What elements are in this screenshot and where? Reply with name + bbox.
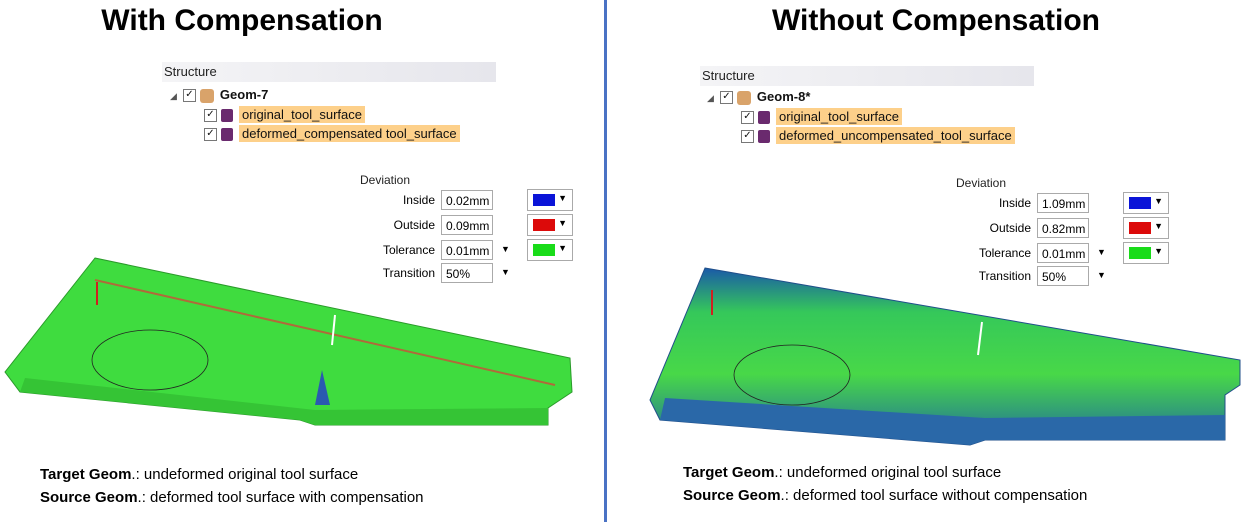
dropdown-arrow: ▼ (501, 244, 510, 254)
row-value: 0.02mm (441, 190, 493, 210)
row-label: Outside (989, 221, 1031, 235)
tree-item: ✓ original_tool_surface (204, 106, 365, 123)
item-label: deformed_compensated tool_surface (239, 125, 460, 142)
color-swatch[interactable]: ▼ (527, 214, 573, 236)
row-value: 0.82mm (1037, 218, 1089, 238)
swatch-arrow: ▼ (1154, 221, 1163, 231)
item-icon (221, 128, 233, 142)
item-icon (758, 111, 770, 125)
geom-icon (736, 90, 751, 105)
structure-header: Structure (700, 66, 1034, 86)
tree-item: ✓ deformed_uncompensated_tool_surface (741, 127, 1015, 144)
row-label: Transition (978, 269, 1031, 283)
row-value: 1.09mm (1037, 193, 1089, 213)
dropdown-arrow: ▼ (1097, 247, 1106, 257)
row-label: Transition (382, 266, 435, 280)
row-value: 0.01mm (441, 240, 493, 260)
caption-text: .: undeformed original tool surface (774, 464, 1002, 481)
caption-text: .: deformed tool surface without compens… (780, 487, 1088, 504)
root-label: Geom-7 (219, 87, 269, 102)
structure-header: Structure (162, 62, 496, 82)
caption-text: .: deformed tool surface with compensati… (137, 489, 424, 506)
color-swatch[interactable]: ▼ (1123, 242, 1169, 264)
checkbox: ✓ (741, 111, 754, 125)
swatch-arrow: ▼ (558, 218, 567, 228)
deviation-label: Deviation (360, 173, 411, 187)
swatch-arrow: ▼ (1154, 196, 1163, 206)
checkbox: ✓ (182, 89, 196, 103)
row-label: Tolerance (978, 246, 1031, 260)
dropdown-arrow: ▼ (1097, 270, 1106, 280)
caption-term: Source Geom (40, 489, 138, 506)
caption-term: Target Geom (40, 466, 132, 483)
item-label: original_tool_surface (239, 106, 365, 123)
color-swatch[interactable]: ▼ (1123, 192, 1169, 214)
caption-term: Target Geom (683, 464, 775, 481)
swatch-color (533, 219, 555, 231)
render-with (4, 257, 573, 426)
divider (604, 0, 607, 522)
checkbox: ✓ (741, 130, 754, 144)
root-label: Geom-8* (756, 89, 811, 104)
row-label: Inside (998, 196, 1031, 210)
expander: ◢ (707, 93, 714, 103)
color-swatch[interactable]: ▼ (527, 239, 573, 261)
swatch-color (1129, 222, 1151, 234)
item-label: deformed_uncompensated_tool_surface (776, 127, 1015, 144)
item-icon (758, 130, 770, 144)
swatch-arrow: ▼ (1154, 246, 1163, 256)
deviation-label: Deviation (956, 176, 1007, 190)
row-label: Tolerance (382, 243, 435, 257)
dropdown-arrow: ▼ (501, 267, 510, 277)
swatch-color (533, 244, 555, 256)
row-label: Inside (402, 193, 435, 207)
tree-root: ◢ ✓ Geom-8* (707, 89, 810, 105)
tree-item: ✓ original_tool_surface (741, 108, 902, 125)
color-swatch[interactable]: ▼ (1123, 217, 1169, 239)
caption: Target Geom.: undeformed original tool s… (40, 466, 358, 483)
caption-term: Source Geom (683, 487, 781, 504)
row-value: 0.09mm (441, 215, 493, 235)
item-label: original_tool_surface (776, 108, 902, 125)
row-value: 0.01mm (1037, 243, 1089, 263)
caption: Source Geom.: deformed tool surface with… (683, 487, 1087, 504)
caption: Target Geom.: undeformed original tool s… (683, 464, 1001, 481)
expander: ◢ (170, 91, 177, 101)
geom-icon (199, 88, 214, 103)
checkbox: ✓ (204, 128, 217, 142)
item-icon (221, 109, 233, 123)
caption-text: .: undeformed original tool surface (131, 466, 359, 483)
swatch-color (1129, 247, 1151, 259)
panel-title: With Compensation (101, 4, 383, 37)
checkbox: ✓ (719, 91, 733, 105)
render-without (649, 267, 1241, 446)
caption: Source Geom.: deformed tool surface with… (40, 489, 424, 506)
swatch-arrow: ▼ (558, 243, 567, 253)
color-swatch[interactable]: ▼ (527, 189, 573, 211)
swatch-arrow: ▼ (558, 193, 567, 203)
row-label: Outside (393, 218, 435, 232)
tree-root: ◢ ✓ Geom-7 (170, 87, 268, 103)
swatch-color (1129, 197, 1151, 209)
row-value: 50% (441, 263, 493, 283)
swatch-color (533, 194, 555, 206)
panel-title: Without Compensation (771, 4, 1101, 37)
checkbox: ✓ (204, 109, 217, 123)
tree-item: ✓ deformed_compensated tool_surface (204, 125, 460, 142)
row-value: 50% (1037, 266, 1089, 286)
